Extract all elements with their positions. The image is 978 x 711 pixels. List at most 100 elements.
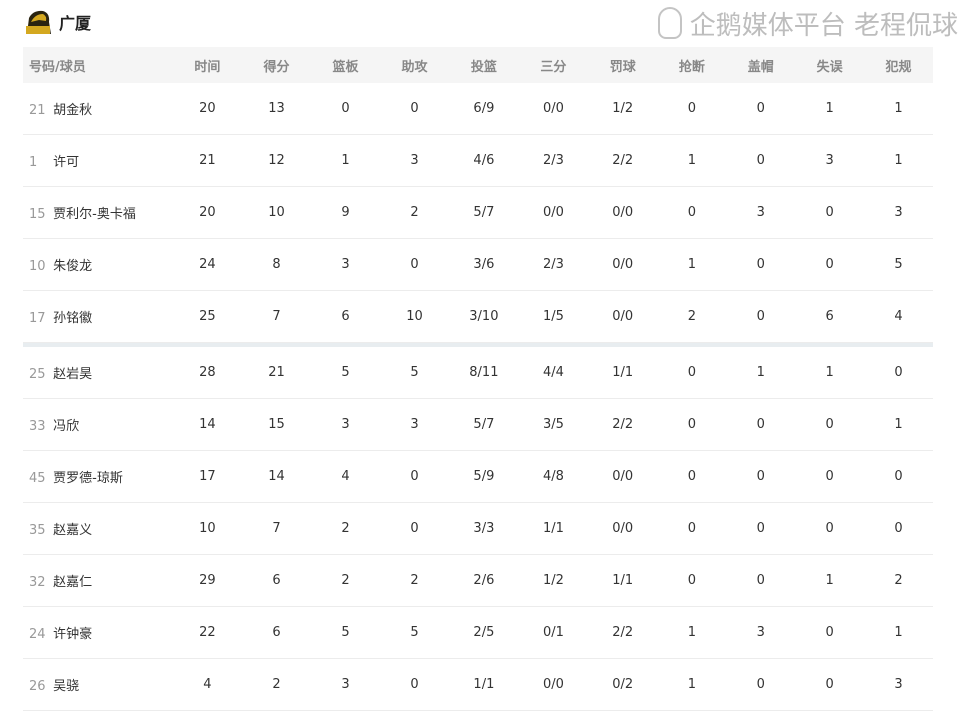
stat-cell: 7 — [241, 290, 312, 343]
stat-cell: 1 — [864, 134, 933, 187]
table-row: 10 朱俊龙 24 8 3 0 3/6 2/3 0/0 1 0 0 5 — [23, 238, 933, 291]
stat-cell: 2/3 — [518, 134, 589, 187]
stat-cell: 0/1 — [518, 606, 589, 659]
column-header[interactable]: 投篮 — [449, 47, 519, 83]
player-cell: 32 赵嘉仁 — [23, 554, 173, 607]
column-header[interactable]: 失误 — [795, 47, 865, 83]
stat-cell: 12 — [241, 134, 312, 187]
stat-cell: 5 — [864, 238, 933, 291]
stat-cell: 1/1 — [518, 502, 589, 555]
stat-cell: 3/6 — [449, 238, 519, 291]
column-header[interactable]: 抢断 — [657, 47, 727, 83]
stat-cell: 1/2 — [518, 554, 589, 607]
stat-cell: 1 — [657, 606, 727, 659]
player-name[interactable]: 贾利尔-奥卡福 — [53, 207, 136, 222]
team-header: 广厦 — [23, 7, 91, 37]
stat-cell: 2 — [379, 186, 449, 239]
stat-cell: 3 — [864, 658, 933, 711]
stat-cell: 4/4 — [518, 347, 589, 399]
stat-cell: 24 — [172, 238, 242, 291]
jersey-number: 33 — [29, 419, 46, 434]
stat-cell: 3 — [726, 606, 796, 659]
stat-cell: 0 — [657, 83, 727, 135]
stat-cell: 10 — [379, 290, 449, 343]
stat-cell: 2/2 — [588, 606, 658, 659]
column-header[interactable]: 助攻 — [379, 47, 449, 83]
column-header[interactable]: 盖帽 — [726, 47, 796, 83]
player-cell: 35 赵嘉义 — [23, 502, 173, 555]
stat-cell: 25 — [172, 290, 242, 343]
stat-cell: 3 — [311, 658, 380, 711]
stat-cell: 0/0 — [588, 238, 658, 291]
stat-cell: 21 — [241, 347, 312, 399]
table-header-row: 号码/球员 时间 得分 篮板 助攻 投篮 三分 罚球 抢断 盖帽 失误 犯规 — [23, 47, 933, 83]
stat-cell: 6 — [241, 606, 312, 659]
stat-cell: 3/3 — [449, 502, 519, 555]
stat-cell: 3 — [379, 398, 449, 451]
player-name[interactable]: 许钟豪 — [53, 627, 93, 642]
stat-cell: 1 — [311, 134, 380, 187]
player-cell: 21 胡金秋 — [23, 83, 173, 135]
stat-cell: 13 — [241, 83, 312, 135]
stat-cell: 1 — [657, 658, 727, 711]
stat-cell: 2 — [311, 502, 380, 555]
stat-cell: 0/2 — [588, 658, 658, 711]
table-row: 25 赵岩昊 28 21 5 5 8/11 4/4 1/1 0 1 1 0 — [23, 347, 933, 399]
player-name[interactable]: 胡金秋 — [53, 103, 93, 118]
column-header[interactable]: 得分 — [241, 47, 312, 83]
stat-cell: 4 — [172, 658, 242, 711]
stat-cell: 1/1 — [588, 347, 658, 399]
stat-cell: 0 — [726, 290, 796, 343]
player-name[interactable]: 孙铭徽 — [53, 311, 93, 326]
stat-cell: 1 — [864, 398, 933, 451]
column-header[interactable]: 罚球 — [588, 47, 658, 83]
player-name[interactable]: 冯欣 — [53, 419, 80, 434]
jersey-number: 1 — [29, 155, 38, 170]
stat-cell: 10 — [172, 502, 242, 555]
player-cell: 10 朱俊龙 — [23, 238, 173, 291]
player-name[interactable]: 吴骁 — [53, 679, 80, 694]
player-name[interactable]: 朱俊龙 — [53, 259, 93, 274]
player-cell: 15 贾利尔-奥卡福 — [23, 186, 173, 239]
stat-cell: 0 — [379, 450, 449, 503]
player-name[interactable]: 贾罗德-琼斯 — [53, 471, 123, 486]
stat-cell: 4/6 — [449, 134, 519, 187]
column-header[interactable]: 篮板 — [311, 47, 380, 83]
column-header[interactable]: 号码/球员 — [23, 47, 173, 83]
stat-cell: 0 — [657, 502, 727, 555]
table-row: 35 赵嘉义 10 7 2 0 3/3 1/1 0/0 0 0 0 0 — [23, 502, 933, 555]
stat-cell: 6 — [241, 554, 312, 607]
stat-cell: 5 — [311, 606, 380, 659]
stat-cell: 2/5 — [449, 606, 519, 659]
column-header[interactable]: 三分 — [518, 47, 589, 83]
stat-cell: 0 — [726, 398, 796, 451]
penguin-icon — [657, 7, 682, 39]
stat-cell: 0 — [657, 398, 727, 451]
player-name[interactable]: 赵嘉义 — [53, 523, 93, 538]
stat-cell: 1/2 — [588, 83, 658, 135]
stat-cell: 3 — [726, 186, 796, 239]
stat-cell: 0 — [657, 186, 727, 239]
stat-cell: 0 — [795, 186, 865, 239]
table-row: 32 赵嘉仁 29 6 2 2 2/6 1/2 1/1 0 0 1 2 — [23, 554, 933, 607]
player-name[interactable]: 许可 — [53, 155, 80, 170]
stat-cell: 2 — [657, 290, 727, 343]
stat-cell: 0 — [795, 450, 865, 503]
stat-cell: 0 — [379, 238, 449, 291]
player-name[interactable]: 赵嘉仁 — [53, 575, 93, 590]
player-cell: 25 赵岩昊 — [23, 347, 173, 399]
stat-cell: 20 — [172, 186, 242, 239]
stat-cell: 3 — [311, 398, 380, 451]
stat-cell: 0 — [795, 238, 865, 291]
player-cell: 24 许钟豪 — [23, 606, 173, 659]
stat-cell: 0 — [726, 658, 796, 711]
column-header[interactable]: 犯规 — [864, 47, 933, 83]
stat-cell: 2 — [241, 658, 312, 711]
player-name[interactable]: 赵岩昊 — [53, 367, 93, 382]
stat-cell: 6/9 — [449, 83, 519, 135]
stat-cell: 9 — [311, 186, 380, 239]
stat-cell: 0 — [726, 134, 796, 187]
stat-cell: 2 — [379, 554, 449, 607]
player-stats-table: 号码/球员 时间 得分 篮板 助攻 投篮 三分 罚球 抢断 盖帽 失误 犯规 21 胡金秋 20 13 0 0… — [23, 47, 933, 711]
column-header[interactable]: 时间 — [172, 47, 242, 83]
